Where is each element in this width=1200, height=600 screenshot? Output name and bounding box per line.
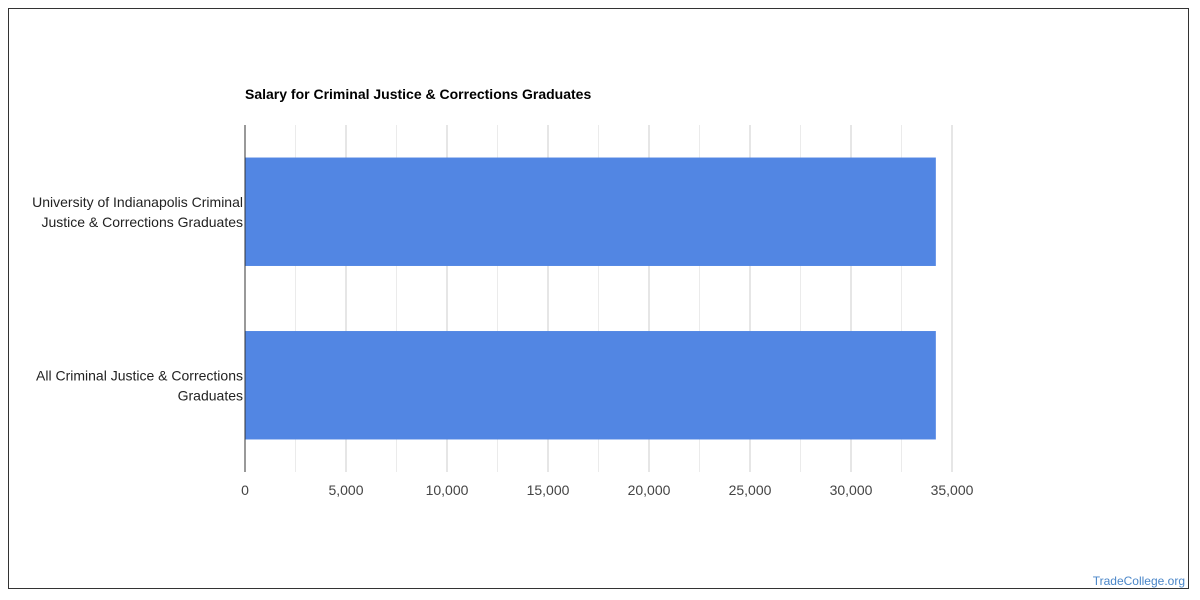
- category-label: University of Indianapolis Criminal: [32, 194, 243, 210]
- x-tick-label: 5,000: [328, 482, 363, 498]
- chart-title: Salary for Criminal Justice & Correction…: [245, 86, 591, 102]
- x-tick-label: 25,000: [729, 482, 772, 498]
- watermark-link[interactable]: TradeCollege.org: [1092, 574, 1185, 588]
- x-tick-label: 15,000: [527, 482, 570, 498]
- category-label: Graduates: [178, 387, 243, 403]
- x-tick-label: 35,000: [931, 482, 974, 498]
- x-tick-label: 10,000: [426, 482, 469, 498]
- x-tick-label: 0: [241, 482, 249, 498]
- category-label: All Criminal Justice & Corrections: [36, 367, 243, 383]
- bars: [245, 157, 936, 440]
- category-label: Justice & Corrections Graduates: [41, 214, 243, 230]
- bar-2[interactable]: [245, 331, 936, 440]
- x-tick-label: 20,000: [628, 482, 671, 498]
- bar-1[interactable]: [245, 157, 936, 266]
- x-tick-labels: 0 5,000 10,000 15,000 20,000 25,000 30,000 35,0…: [241, 482, 974, 498]
- x-tick-label: 30,000: [830, 482, 873, 498]
- category-labels: University of Indianapolis Criminal Justi…: [32, 194, 243, 404]
